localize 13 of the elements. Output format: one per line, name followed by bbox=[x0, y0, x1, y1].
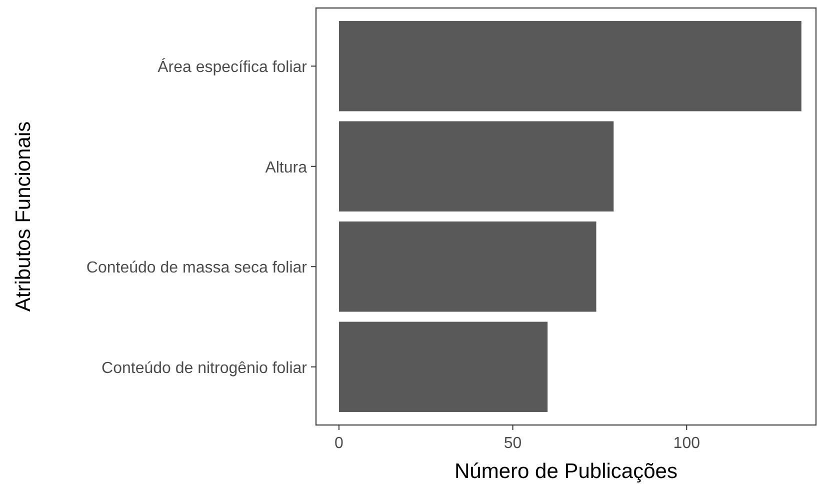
bar bbox=[338, 222, 596, 312]
y-tick-label: Altura bbox=[265, 159, 308, 176]
x-tick-label: 100 bbox=[673, 435, 700, 452]
x-tick-label: 0 bbox=[334, 435, 344, 452]
y-tick-label: Conteúdo de nitrogênio foliar bbox=[102, 360, 308, 377]
x-tick-label: 50 bbox=[504, 435, 522, 452]
bar bbox=[338, 21, 802, 112]
bar bbox=[338, 121, 614, 212]
y-tick-label: Área específica foliar bbox=[158, 58, 308, 76]
x-axis-title: Número de Publicações bbox=[454, 460, 678, 483]
y-axis-title: Atributos Funcionais bbox=[12, 121, 35, 312]
bar bbox=[338, 322, 548, 412]
y-tick-label: Conteúdo de massa seca foliar bbox=[86, 260, 308, 277]
